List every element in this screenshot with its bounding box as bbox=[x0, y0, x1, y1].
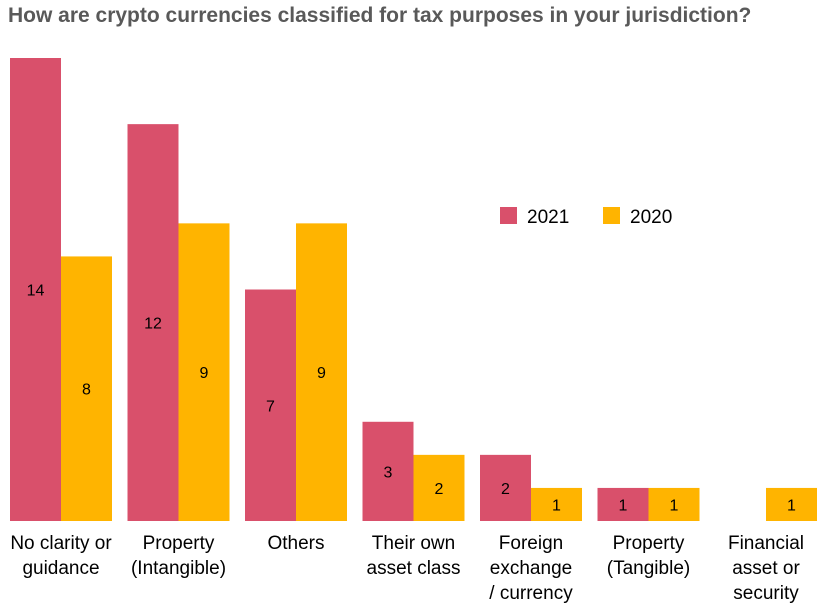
bar-2020-3 bbox=[413, 454, 465, 521]
legend-label-2020: 2020 bbox=[630, 207, 672, 228]
bar-2020-0 bbox=[61, 256, 112, 521]
data-label-2020-6: 1 bbox=[787, 497, 796, 514]
category-label-6: Financial asset or security bbox=[728, 533, 804, 604]
data-label-2020-3: 2 bbox=[435, 481, 444, 498]
bar-2020-5 bbox=[648, 487, 700, 521]
data-label-2021-4: 2 bbox=[501, 481, 510, 498]
legend-swatch-2021 bbox=[500, 207, 517, 224]
chart-title: How are crypto currencies classified for… bbox=[8, 4, 752, 27]
data-label-2021-5: 1 bbox=[619, 497, 628, 514]
legend-label-2021: 2021 bbox=[527, 207, 569, 228]
data-label-2020-0: 8 bbox=[82, 382, 91, 399]
data-label-2021-0: 14 bbox=[27, 283, 45, 300]
data-label-2020-1: 9 bbox=[200, 365, 209, 382]
data-label-2020-2: 9 bbox=[317, 365, 326, 382]
bar-2021-4 bbox=[480, 454, 531, 521]
bar-2021-2 bbox=[245, 289, 296, 521]
category-label-1: Property (Intangible) bbox=[131, 533, 226, 579]
data-label-2020-5: 1 bbox=[670, 497, 679, 514]
data-label-2020-4: 1 bbox=[552, 497, 561, 514]
data-label-2021-3: 3 bbox=[384, 464, 393, 481]
category-label-2: Others bbox=[267, 533, 324, 554]
bar-2020-2 bbox=[296, 223, 347, 521]
legend-swatch-2020 bbox=[603, 207, 620, 224]
bar-2020-1 bbox=[178, 223, 230, 521]
data-label-2021-1: 12 bbox=[144, 316, 162, 333]
bar-2021-1 bbox=[127, 124, 179, 522]
bar-2021-3 bbox=[362, 421, 414, 521]
bar-2021-5 bbox=[597, 487, 649, 521]
bar-2020-4 bbox=[531, 487, 582, 521]
category-label-5: Property (Tangible) bbox=[607, 533, 690, 579]
category-label-4: Foreign exchange / currency bbox=[489, 533, 573, 604]
category-label-0: No clarity or guidance bbox=[10, 533, 112, 579]
bar-2020-6 bbox=[766, 487, 817, 521]
bar-2021-0 bbox=[10, 58, 61, 521]
category-label-3: Their own asset class bbox=[367, 533, 461, 579]
data-label-2021-2: 7 bbox=[266, 398, 275, 415]
